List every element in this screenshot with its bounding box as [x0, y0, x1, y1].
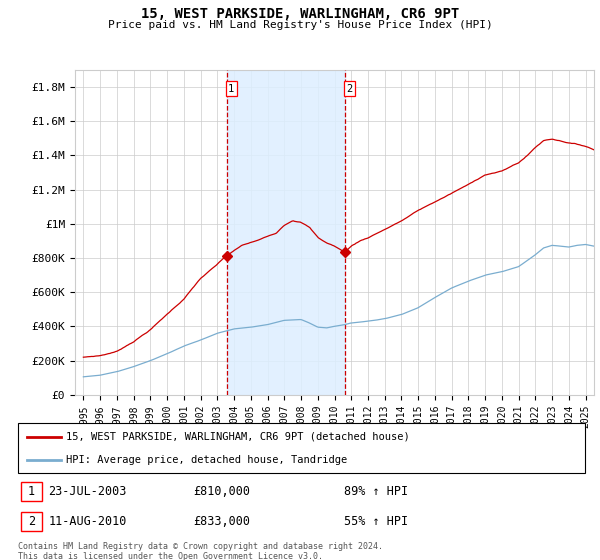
FancyBboxPatch shape [21, 482, 41, 501]
Text: 1: 1 [228, 83, 235, 94]
Text: 2: 2 [28, 515, 35, 528]
Text: 55% ↑ HPI: 55% ↑ HPI [344, 515, 408, 528]
Text: 2: 2 [346, 83, 353, 94]
FancyBboxPatch shape [21, 512, 41, 531]
Text: Contains HM Land Registry data © Crown copyright and database right 2024.
This d: Contains HM Land Registry data © Crown c… [18, 542, 383, 560]
Bar [227, 70, 345, 395]
Text: £810,000: £810,000 [193, 486, 250, 498]
Text: 89% ↑ HPI: 89% ↑ HPI [344, 486, 408, 498]
Text: 15, WEST PARKSIDE, WARLINGHAM, CR6 9PT (detached house): 15, WEST PARKSIDE, WARLINGHAM, CR6 9PT (… [66, 432, 410, 442]
Text: HPI: Average price, detached house, Tandridge: HPI: Average price, detached house, Tand… [66, 455, 347, 465]
Text: 15, WEST PARKSIDE, WARLINGHAM, CR6 9PT: 15, WEST PARKSIDE, WARLINGHAM, CR6 9PT [141, 7, 459, 21]
Text: 11-AUG-2010: 11-AUG-2010 [48, 515, 127, 528]
Text: 23-JUL-2003: 23-JUL-2003 [48, 486, 127, 498]
Text: 1: 1 [28, 486, 35, 498]
Text: £833,000: £833,000 [193, 515, 250, 528]
FancyBboxPatch shape [18, 423, 585, 473]
Text: Price paid vs. HM Land Registry's House Price Index (HPI): Price paid vs. HM Land Registry's House … [107, 20, 493, 30]
